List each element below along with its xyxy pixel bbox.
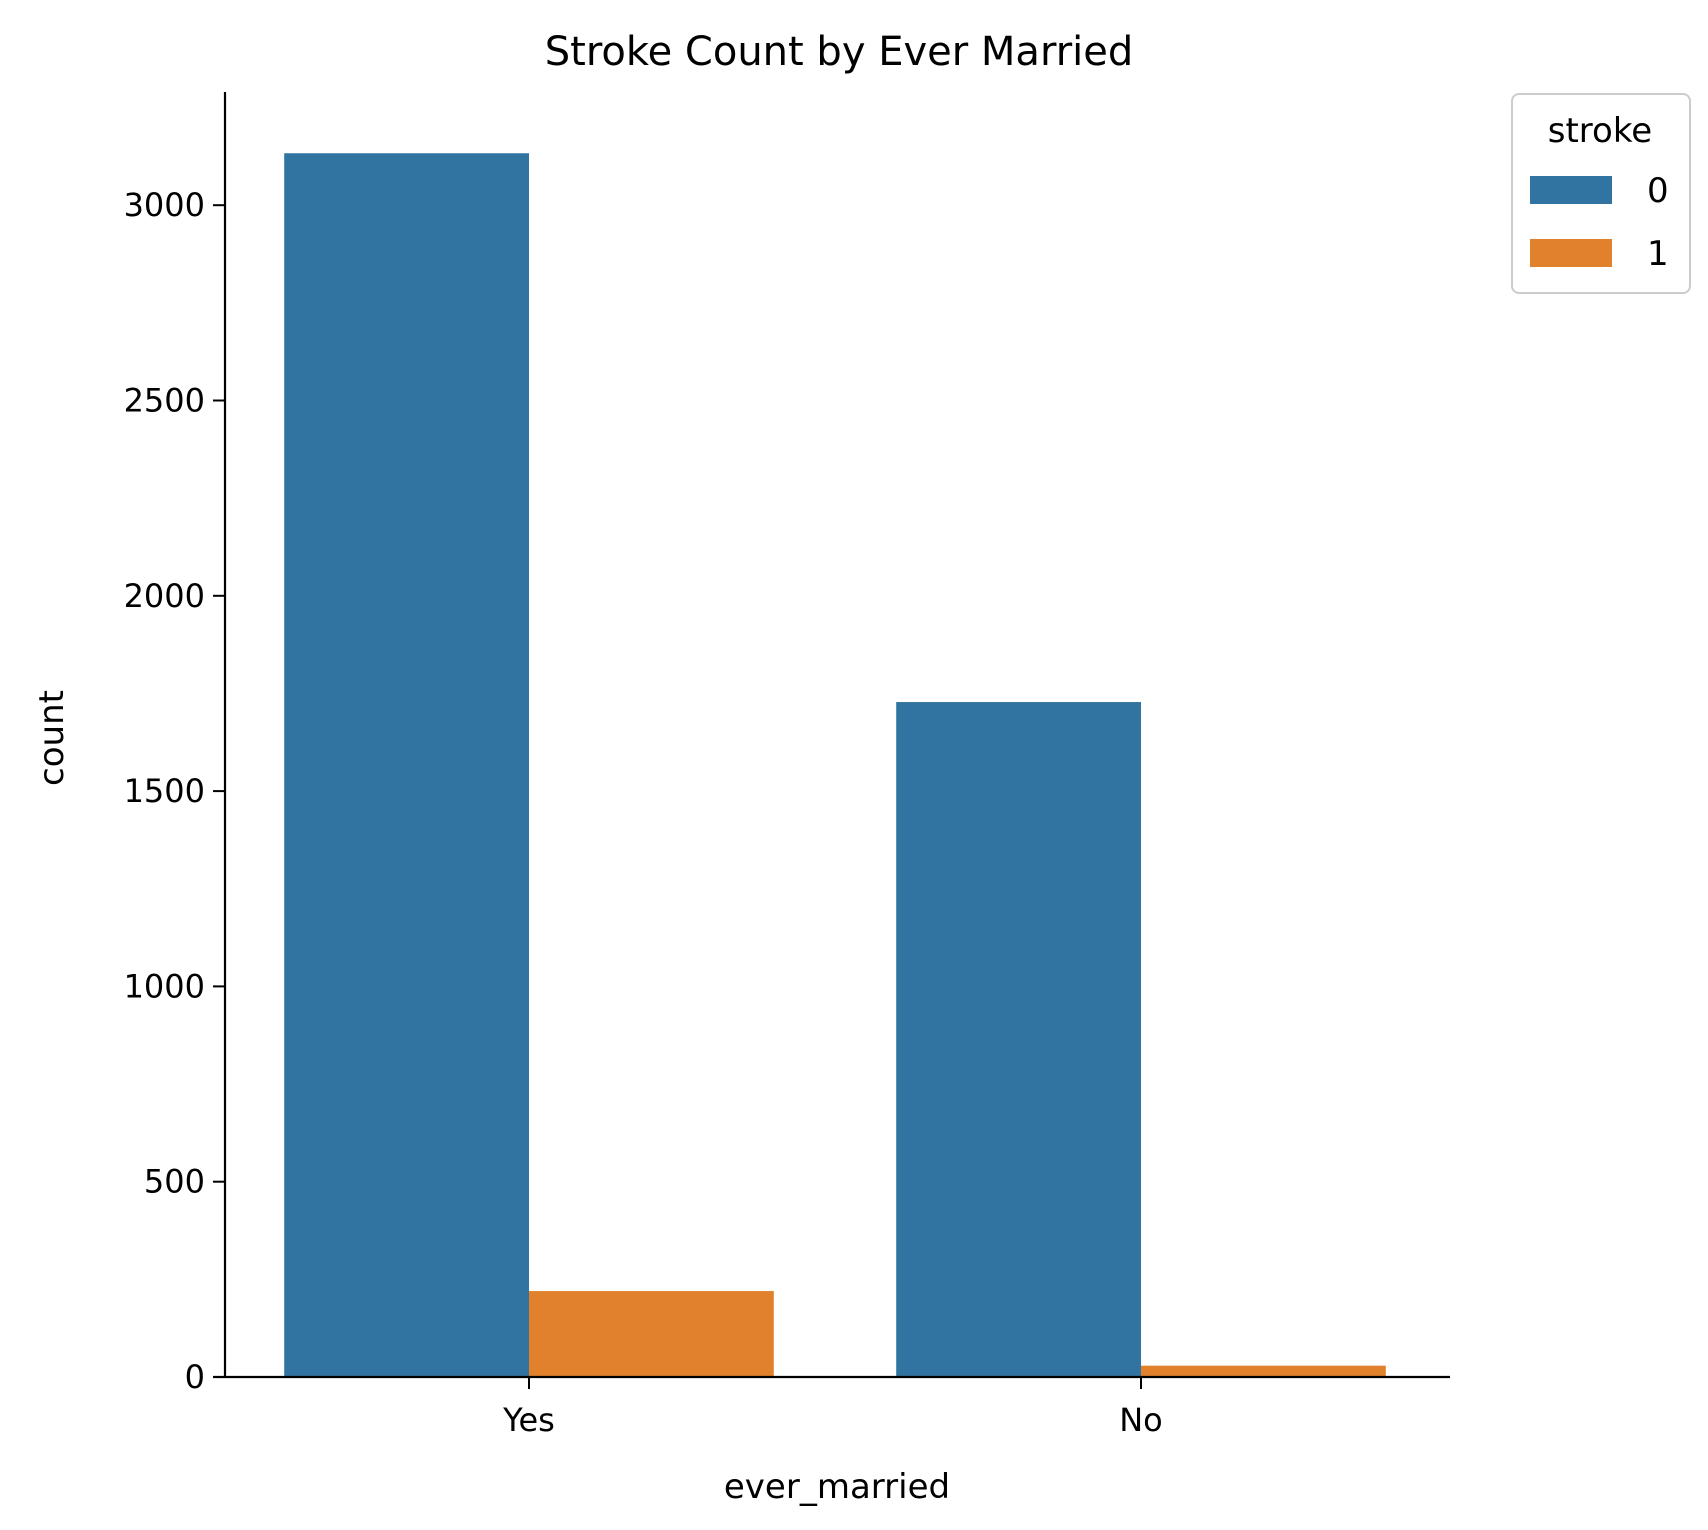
y-tick-label: 500: [144, 1163, 205, 1201]
legend-items: 01: [1530, 171, 1669, 274]
legend-label-1: 1: [1647, 234, 1669, 274]
legend-swatch-1: [1530, 239, 1612, 267]
y-ticks-group: 0 500 1000 1500 2000 2500 3000: [124, 186, 225, 1396]
x-axis-label: ever_married: [724, 1467, 950, 1507]
bar-yes-stroke-0: [284, 153, 529, 1377]
y-tick-label: 1000: [124, 967, 205, 1005]
y-axis-label: count: [32, 690, 72, 786]
legend: stroke 01: [1511, 93, 1691, 294]
legend-swatch-0: [1530, 176, 1612, 204]
x-tick-label: Yes: [502, 1401, 555, 1439]
legend-title: stroke: [1548, 111, 1652, 151]
bars-group: [284, 153, 1386, 1377]
bar-yes-stroke-1: [529, 1291, 774, 1377]
x-ticks-group: Yes No: [502, 1377, 1163, 1439]
chart-title: Stroke Count by Ever Married: [545, 29, 1134, 75]
legend-label-0: 0: [1647, 171, 1669, 211]
x-tick-label: No: [1119, 1401, 1163, 1439]
y-tick-label: 0: [185, 1358, 205, 1396]
y-tick-label: 2000: [124, 577, 205, 615]
y-tick-label: 3000: [124, 186, 205, 224]
bar-no-stroke-0: [896, 702, 1141, 1377]
bar-no-stroke-1: [1141, 1365, 1386, 1377]
y-tick-label: 1500: [124, 772, 205, 810]
y-tick-label: 2500: [124, 382, 205, 420]
